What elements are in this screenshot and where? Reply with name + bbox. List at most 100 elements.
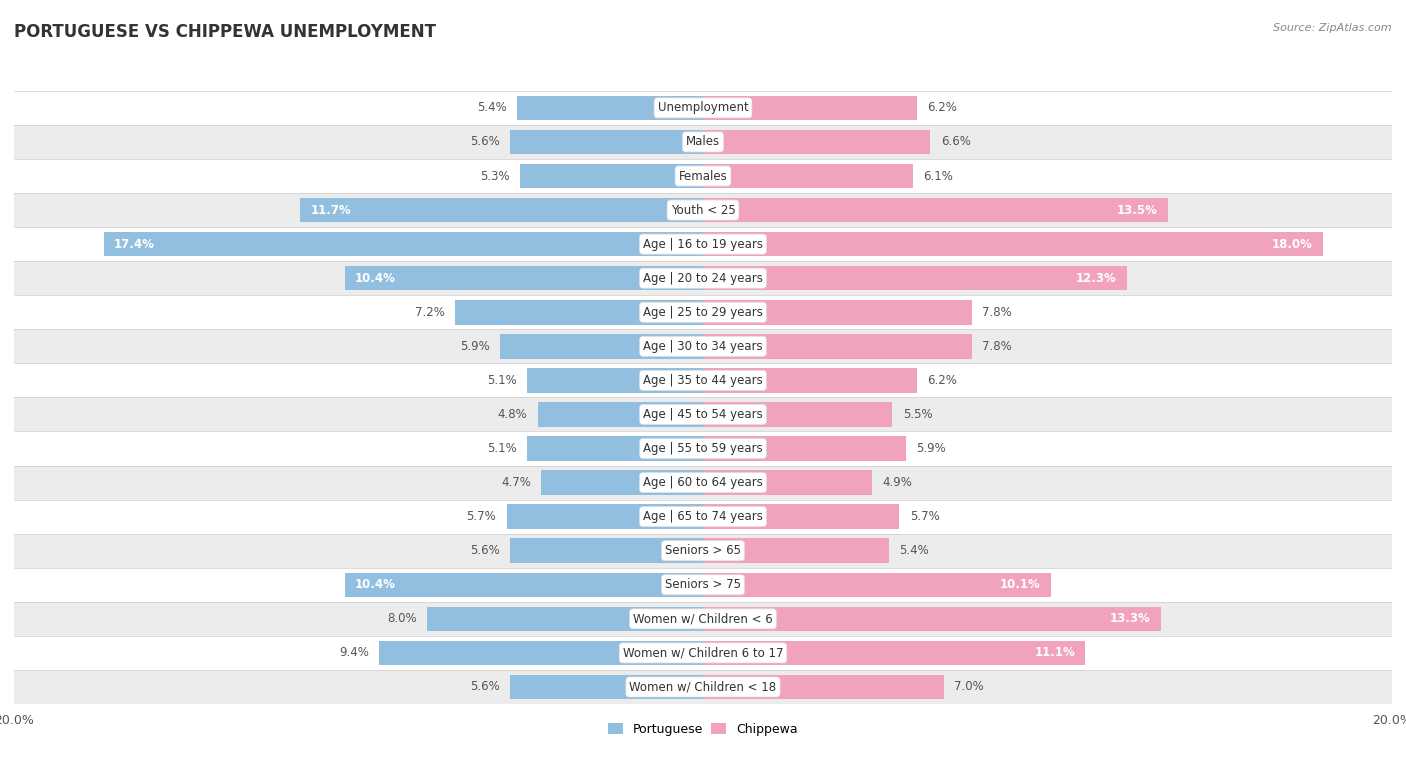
Text: 5.3%: 5.3% — [481, 170, 510, 182]
Bar — [427, 606, 703, 631]
Bar — [703, 129, 931, 154]
Bar — [517, 95, 703, 120]
Text: Youth < 25: Youth < 25 — [671, 204, 735, 217]
Bar — [14, 363, 1392, 397]
Text: Seniors > 75: Seniors > 75 — [665, 578, 741, 591]
Text: 6.2%: 6.2% — [927, 101, 956, 114]
Bar — [14, 227, 1392, 261]
Bar — [14, 261, 1392, 295]
Bar — [104, 232, 703, 257]
Bar — [703, 606, 1161, 631]
Bar — [506, 504, 703, 529]
Text: 5.6%: 5.6% — [470, 136, 499, 148]
Text: 4.8%: 4.8% — [498, 408, 527, 421]
Bar — [14, 431, 1392, 466]
Text: 10.4%: 10.4% — [356, 578, 396, 591]
Text: 10.1%: 10.1% — [1000, 578, 1040, 591]
Text: Source: ZipAtlas.com: Source: ZipAtlas.com — [1274, 23, 1392, 33]
Bar — [14, 193, 1392, 227]
Bar — [703, 640, 1085, 665]
Text: 6.1%: 6.1% — [924, 170, 953, 182]
Bar — [14, 636, 1392, 670]
Bar — [344, 572, 703, 597]
Text: 13.5%: 13.5% — [1116, 204, 1157, 217]
Bar — [703, 334, 972, 359]
Bar — [703, 95, 917, 120]
Text: 7.2%: 7.2% — [415, 306, 444, 319]
Text: Age | 16 to 19 years: Age | 16 to 19 years — [643, 238, 763, 251]
Bar — [703, 232, 1323, 257]
Bar — [14, 329, 1392, 363]
Bar — [703, 436, 907, 461]
Bar — [520, 164, 703, 188]
Text: 6.6%: 6.6% — [941, 136, 970, 148]
Bar — [14, 159, 1392, 193]
Text: 7.0%: 7.0% — [955, 681, 984, 693]
Bar — [14, 125, 1392, 159]
Bar — [510, 129, 703, 154]
Text: 5.7%: 5.7% — [467, 510, 496, 523]
Text: Females: Females — [679, 170, 727, 182]
Text: Age | 45 to 54 years: Age | 45 to 54 years — [643, 408, 763, 421]
Text: Age | 65 to 74 years: Age | 65 to 74 years — [643, 510, 763, 523]
Bar — [703, 402, 893, 427]
Bar — [703, 266, 1126, 291]
Text: Age | 25 to 29 years: Age | 25 to 29 years — [643, 306, 763, 319]
Text: PORTUGUESE VS CHIPPEWA UNEMPLOYMENT: PORTUGUESE VS CHIPPEWA UNEMPLOYMENT — [14, 23, 436, 41]
Text: 5.4%: 5.4% — [900, 544, 929, 557]
Bar — [541, 470, 703, 495]
Bar — [703, 164, 912, 188]
Bar — [703, 470, 872, 495]
Text: 5.1%: 5.1% — [488, 374, 517, 387]
Bar — [510, 674, 703, 699]
Bar — [703, 538, 889, 563]
Bar — [14, 397, 1392, 431]
Bar — [527, 436, 703, 461]
Text: 6.2%: 6.2% — [927, 374, 956, 387]
Text: Males: Males — [686, 136, 720, 148]
Text: 5.1%: 5.1% — [488, 442, 517, 455]
Text: 4.7%: 4.7% — [501, 476, 531, 489]
Text: 13.3%: 13.3% — [1111, 612, 1152, 625]
Text: 18.0%: 18.0% — [1272, 238, 1313, 251]
Bar — [14, 602, 1392, 636]
Bar — [380, 640, 703, 665]
Text: 4.9%: 4.9% — [882, 476, 912, 489]
Bar — [703, 504, 900, 529]
Text: 12.3%: 12.3% — [1076, 272, 1116, 285]
Bar — [14, 568, 1392, 602]
Text: 5.5%: 5.5% — [903, 408, 932, 421]
Text: 10.4%: 10.4% — [356, 272, 396, 285]
Text: 7.8%: 7.8% — [981, 340, 1012, 353]
Bar — [499, 334, 703, 359]
Text: Women w/ Children < 6: Women w/ Children < 6 — [633, 612, 773, 625]
Text: Women w/ Children < 18: Women w/ Children < 18 — [630, 681, 776, 693]
Legend: Portuguese, Chippewa: Portuguese, Chippewa — [603, 718, 803, 740]
Bar — [14, 534, 1392, 568]
Bar — [14, 466, 1392, 500]
Bar — [703, 674, 945, 699]
Text: 9.4%: 9.4% — [339, 646, 368, 659]
Text: 8.0%: 8.0% — [388, 612, 418, 625]
Bar — [14, 295, 1392, 329]
Text: Age | 20 to 24 years: Age | 20 to 24 years — [643, 272, 763, 285]
Bar — [703, 198, 1168, 223]
Text: 7.8%: 7.8% — [981, 306, 1012, 319]
Bar — [456, 300, 703, 325]
Text: 5.9%: 5.9% — [460, 340, 489, 353]
Text: Age | 30 to 34 years: Age | 30 to 34 years — [643, 340, 763, 353]
Bar — [703, 572, 1050, 597]
Bar — [703, 300, 972, 325]
Text: 5.7%: 5.7% — [910, 510, 939, 523]
Text: 11.1%: 11.1% — [1035, 646, 1076, 659]
Text: Women w/ Children 6 to 17: Women w/ Children 6 to 17 — [623, 646, 783, 659]
Text: 5.6%: 5.6% — [470, 544, 499, 557]
Text: 5.4%: 5.4% — [477, 101, 506, 114]
Bar — [703, 368, 917, 393]
Bar — [14, 670, 1392, 704]
Bar — [537, 402, 703, 427]
Bar — [299, 198, 703, 223]
Bar — [510, 538, 703, 563]
Text: Seniors > 65: Seniors > 65 — [665, 544, 741, 557]
Text: Age | 55 to 59 years: Age | 55 to 59 years — [643, 442, 763, 455]
